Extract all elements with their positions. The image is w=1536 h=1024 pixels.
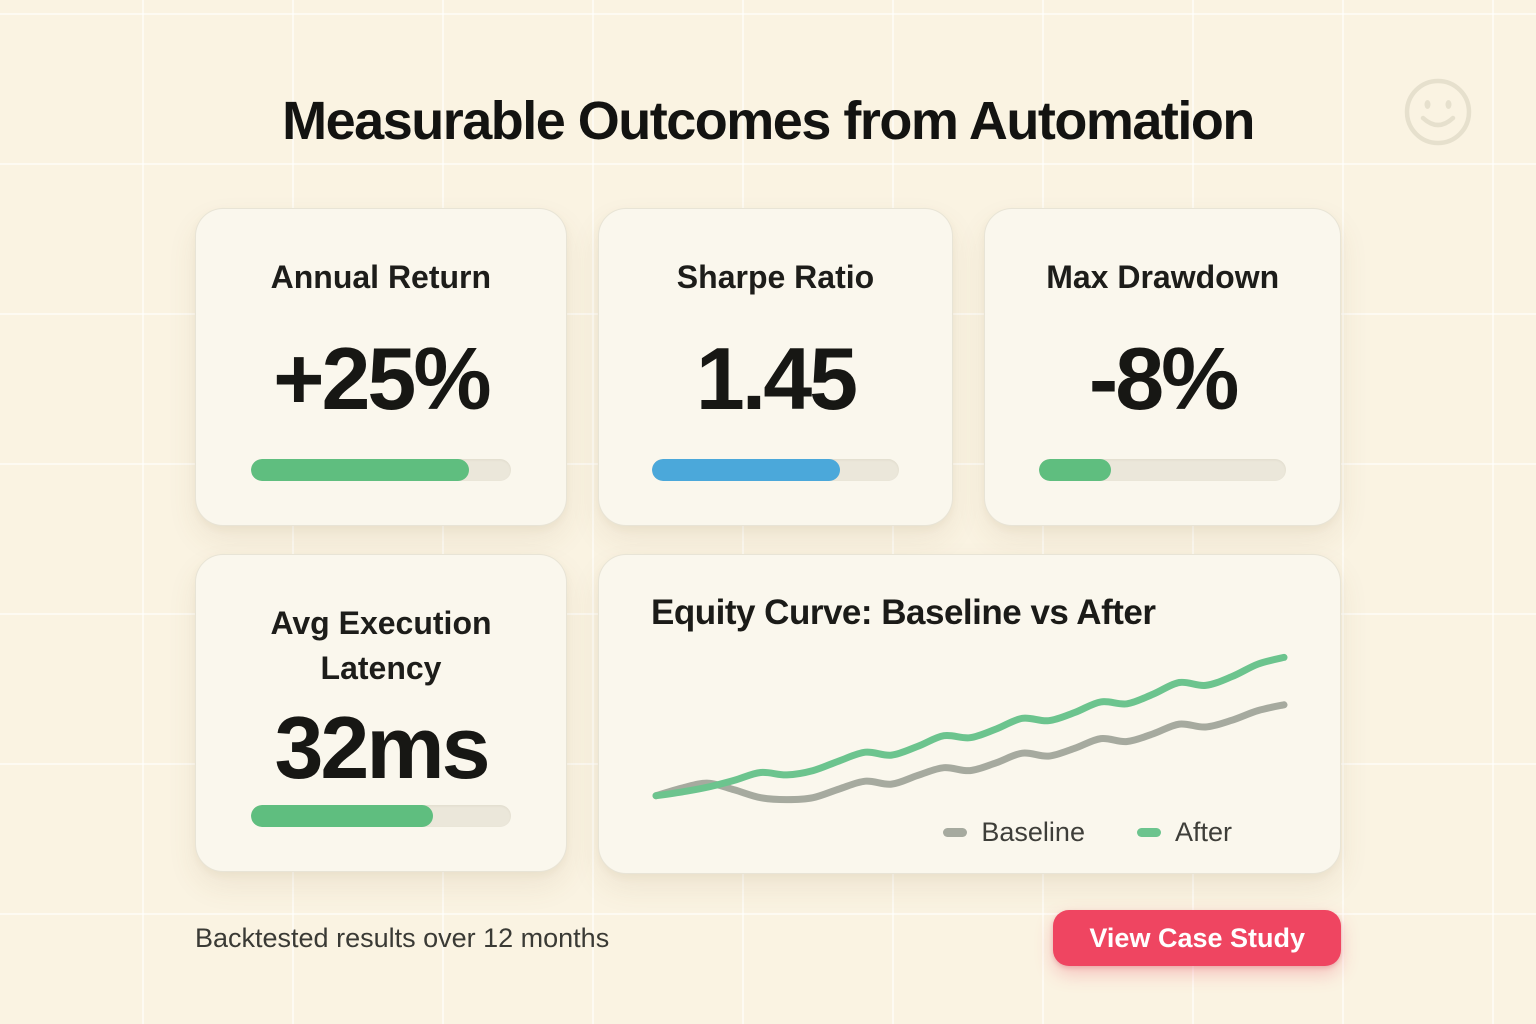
legend-swatch-baseline (943, 828, 968, 837)
metrics-row-top: Annual Return +25% Sharpe Ratio 1.45 Max… (195, 208, 1341, 526)
legend-item-baseline: Baseline (943, 817, 1085, 848)
footer: Backtested results over 12 months View C… (195, 910, 1341, 966)
legend-label: After (1174, 817, 1232, 847)
metric-label: Max Drawdown (1046, 259, 1280, 295)
metric-label: Avg Execution Latency (270, 605, 492, 686)
progress-fill (250, 458, 470, 481)
metric-card-sharpe-ratio: Sharpe Ratio 1.45 (597, 208, 954, 526)
legend-item-after: After (1136, 817, 1232, 848)
progress-track (250, 805, 512, 827)
metric-value: 1.45 (695, 329, 858, 429)
metric-value: +25% (273, 329, 492, 429)
metric-card-avg-execution-latency: Avg Execution Latency 32ms (195, 554, 567, 872)
metric-value: 32ms (274, 697, 490, 797)
equity-curve-card: Equity Curve: Baseline vs After Baseline… (598, 554, 1341, 874)
progress-fill (250, 805, 434, 827)
equity-curve-chart (652, 653, 1288, 804)
view-case-study-button[interactable]: View Case Study (1053, 910, 1341, 966)
chart-title: Equity Curve: Baseline vs After (651, 593, 1156, 632)
metric-label: Sharpe Ratio (676, 259, 875, 295)
chart-legend: Baseline After (651, 817, 1290, 848)
main-content: Measurable Outcomes from Automation Annu… (195, 0, 1341, 966)
footer-note: Backtested results over 12 months (195, 922, 610, 953)
page-title: Measurable Outcomes from Automation (282, 91, 1255, 151)
metric-value: -8% (1088, 329, 1239, 429)
legend-swatch-after (1136, 828, 1161, 837)
metric-card-max-drawdown: Max Drawdown -8% (984, 208, 1341, 526)
progress-track (652, 458, 899, 481)
metric-label: Annual Return (270, 259, 492, 295)
metric-card-annual-return: Annual Return +25% (195, 208, 567, 526)
smiley-icon (1404, 78, 1472, 146)
progress-fill (652, 458, 840, 481)
progress-track (250, 458, 511, 481)
legend-label: Baseline (981, 817, 1085, 847)
progress-track (1038, 458, 1287, 481)
progress-fill (1038, 458, 1111, 481)
metrics-row-bottom: Avg Execution Latency 32ms Equity Curve:… (195, 554, 1341, 874)
